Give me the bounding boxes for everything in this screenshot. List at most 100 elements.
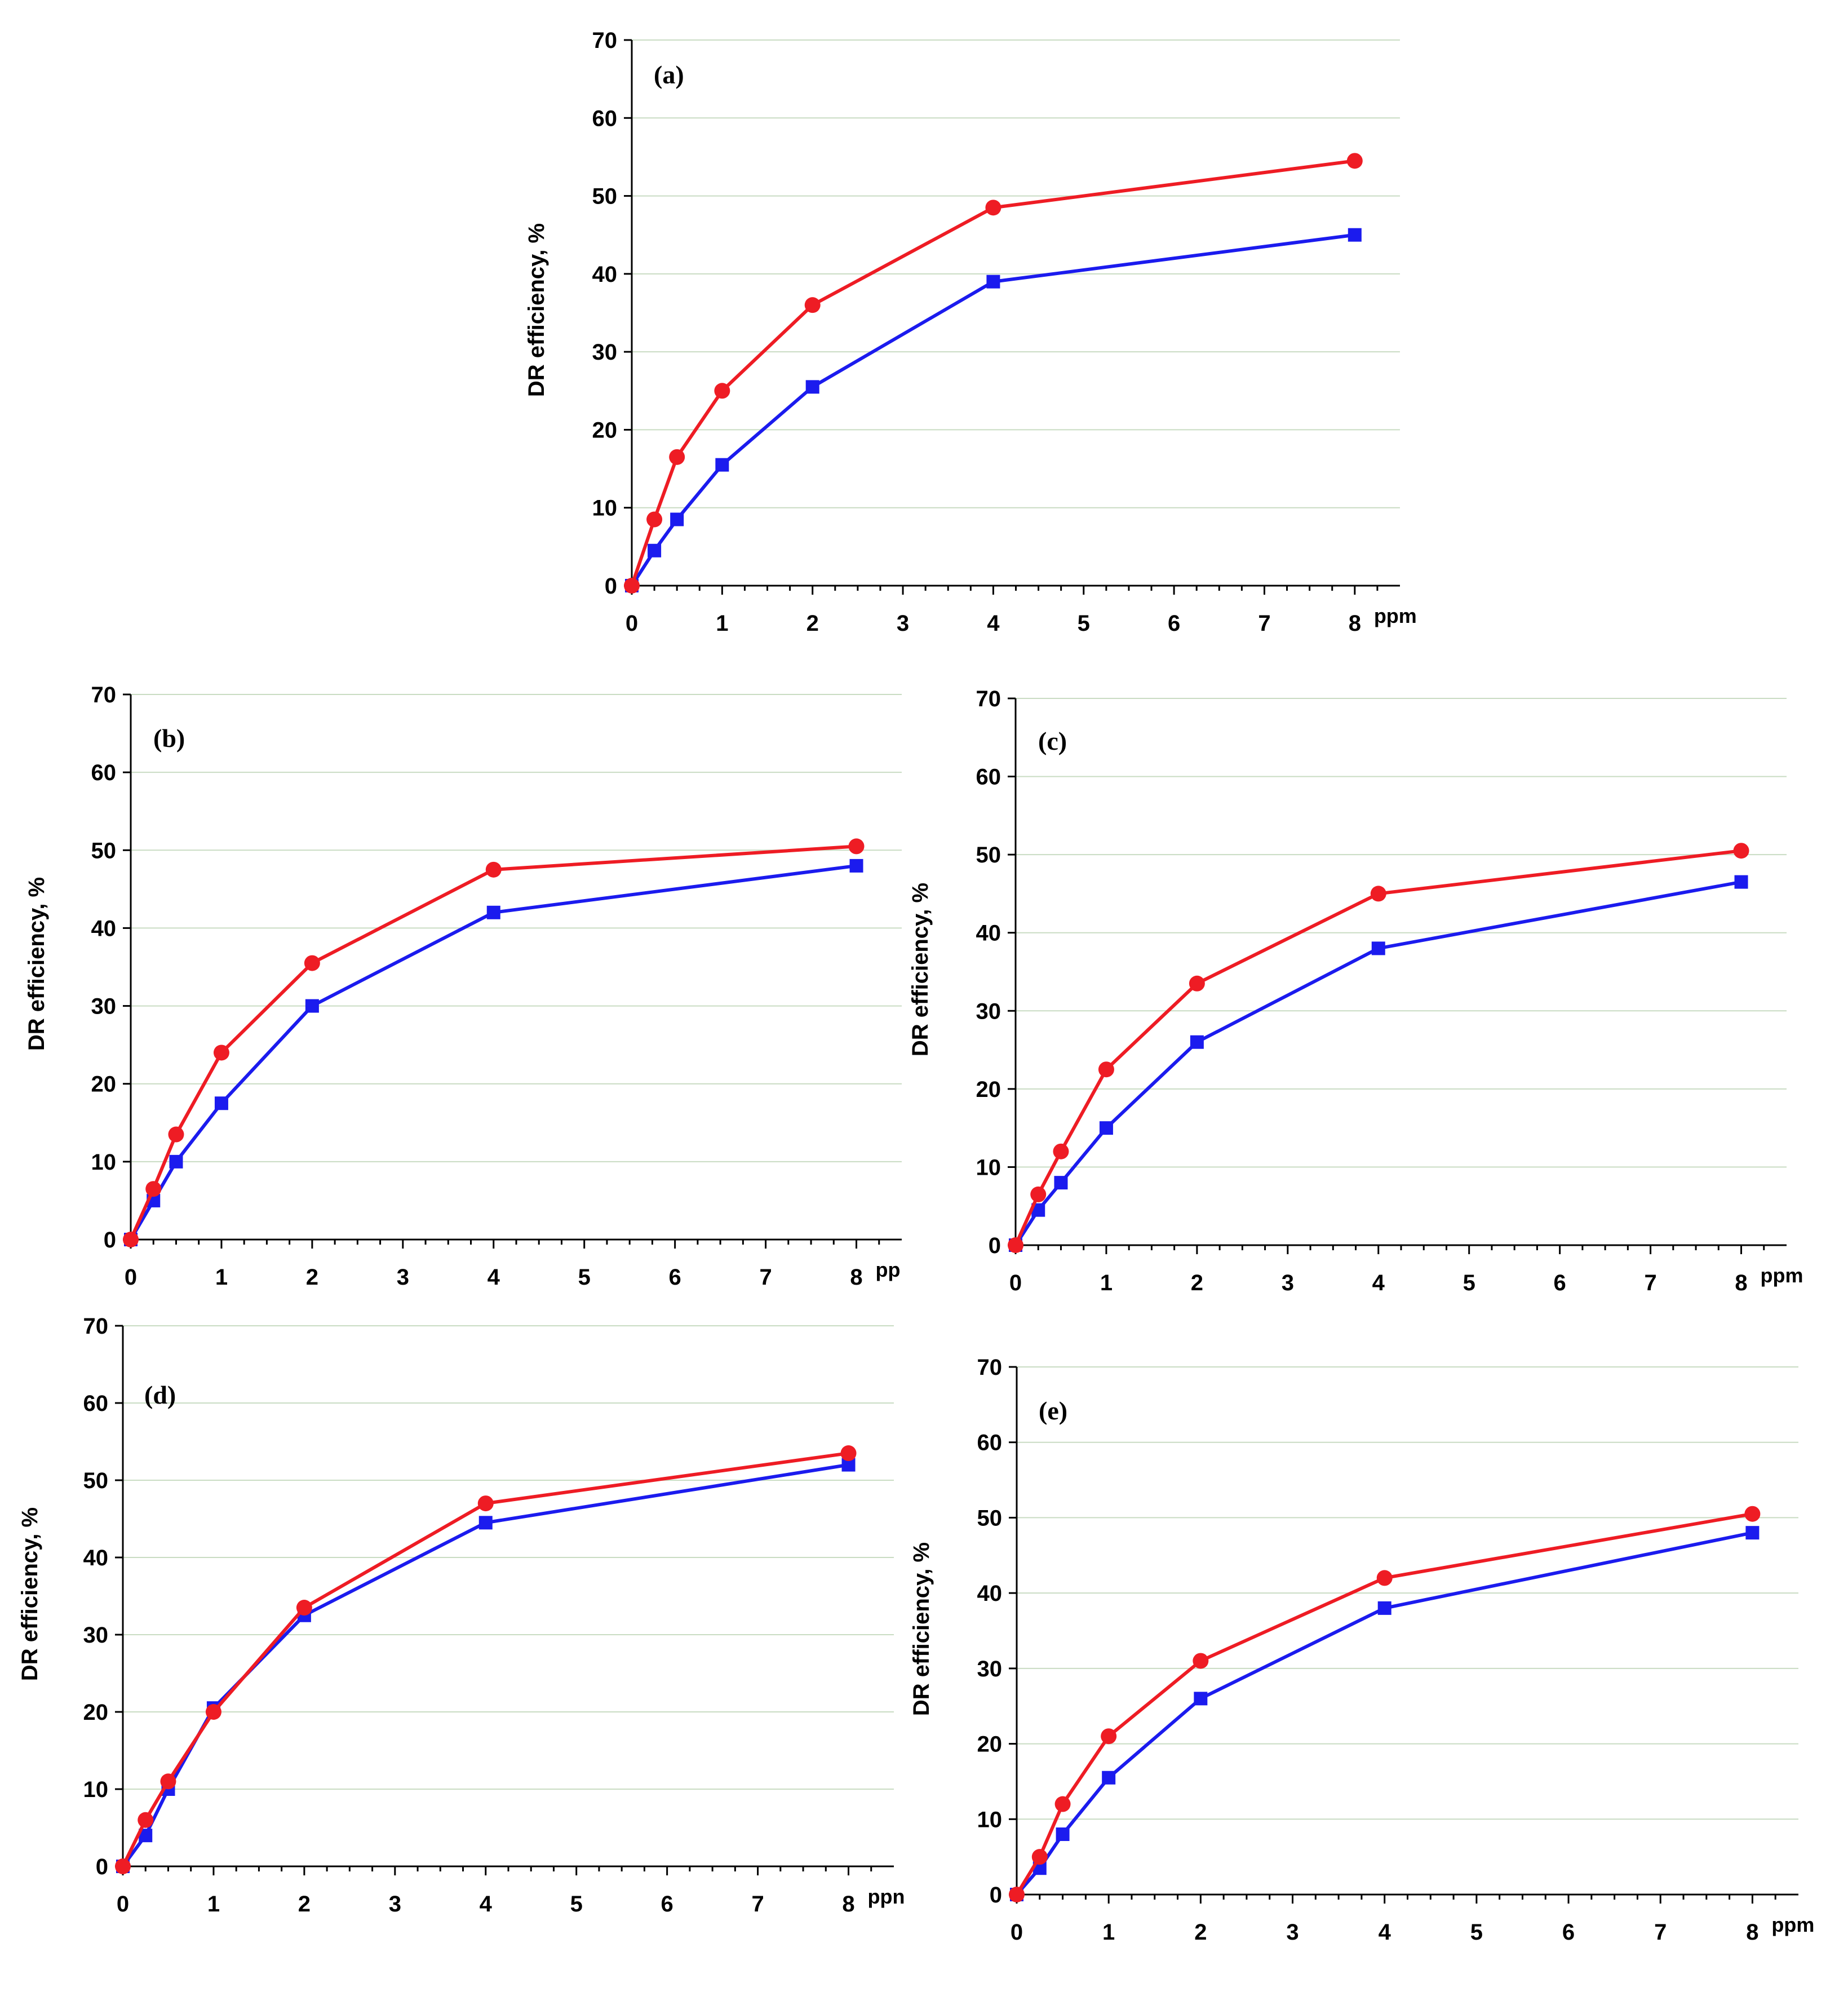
series-blue: [124, 858, 863, 1246]
y-axis-title: DR efficiency, %: [524, 223, 549, 397]
series-line-blue: [129, 864, 857, 1241]
chart-panel-5: 0 10 20 30 40 50 60 70 0 1 2 3 4 5 6 7 8 ppm DR efficiency…: [909, 1355, 1814, 1945]
data-point-red: [205, 1704, 221, 1720]
series-line-red: [121, 1451, 849, 1867]
y-tick-label: 30: [91, 994, 117, 1019]
y-tick-label: 30: [976, 999, 1001, 1024]
y-tick-label: 10: [977, 1807, 1003, 1832]
chart-panel-3: 0 10 20 30 40 50 60 70 0 1 2 3 4 5 6 7 8 ppm DR efficiency…: [908, 687, 1803, 1295]
data-point-blue: [1371, 941, 1385, 955]
y-tick-label: 20: [592, 418, 618, 442]
y-axis-title: DR efficiency, %: [908, 883, 933, 1056]
data-point-red: [848, 838, 865, 855]
x-tick-label: 5: [570, 1892, 583, 1917]
y-tick-label: 50: [592, 184, 618, 209]
x-tick-label: 0: [1009, 1271, 1022, 1295]
y-tick-label: 60: [91, 760, 117, 785]
data-point-red: [1030, 1186, 1047, 1202]
x-tick-label: 4: [1379, 1920, 1391, 1945]
y-axis-title: DR efficiency, %: [909, 1542, 934, 1716]
y-tick-label: 50: [91, 838, 117, 863]
panel-label: (d): [144, 1380, 176, 1409]
x-unit-label: ppm: [1761, 1264, 1803, 1287]
data-point-blue: [1056, 1827, 1070, 1842]
x-tick-label: 0: [626, 611, 638, 636]
y-tick-label: 10: [91, 1150, 117, 1175]
y-tick-label: 10: [592, 496, 618, 521]
data-point-red: [1008, 1237, 1023, 1253]
y-tick-label: 20: [91, 1072, 117, 1097]
series-red: [115, 1445, 857, 1874]
series-blue: [1009, 875, 1748, 1252]
x-unit-label: ppm: [1771, 1913, 1814, 1936]
data-point-blue: [169, 1154, 183, 1169]
x-tick-label: 6: [669, 1265, 681, 1290]
y-tick-label: 40: [976, 921, 1001, 946]
x-tick-label: 3: [897, 611, 909, 636]
x-tick-label: 0: [125, 1265, 137, 1290]
x-tick-label: 0: [1011, 1920, 1023, 1945]
x-tick-label: 8: [1735, 1271, 1747, 1295]
y-tick-label: 20: [976, 1077, 1001, 1102]
y-tick-label: 0: [104, 1228, 116, 1253]
data-point-blue: [1745, 1526, 1760, 1540]
chart-panel-1: 0 10 20 30 40 50 60 70 0 1 2 3 4 5 6 7 8 ppm DR efficiency…: [524, 28, 1417, 636]
data-point-red: [1189, 975, 1205, 992]
data-point-red: [485, 861, 502, 878]
data-point-blue: [805, 380, 819, 394]
data-point-blue: [1348, 228, 1362, 242]
x-tick-label: 7: [759, 1265, 772, 1290]
series-blue: [625, 228, 1362, 592]
data-point-red: [624, 578, 640, 594]
data-point-red: [1101, 1728, 1117, 1745]
x-tick-label: 4: [480, 1892, 493, 1917]
data-point-red: [1346, 153, 1363, 169]
data-point-blue: [478, 1516, 493, 1530]
y-tick-label: 30: [83, 1623, 109, 1648]
y-tick-label: 50: [977, 1506, 1003, 1530]
data-point-red: [296, 1600, 312, 1616]
x-tick-label: 7: [1258, 611, 1270, 636]
y-tick-label: 30: [592, 340, 618, 365]
y-axis-title: DR efficiency, %: [17, 1507, 42, 1681]
x-tick-label: 5: [578, 1265, 591, 1290]
series-line-red: [129, 844, 857, 1241]
y-tick-label: 50: [976, 843, 1001, 868]
data-point-blue: [1194, 1692, 1208, 1706]
data-point-red: [804, 297, 821, 313]
data-point-red: [477, 1495, 494, 1512]
y-tick-label: 60: [976, 765, 1001, 790]
x-tick-label: 2: [306, 1265, 318, 1290]
data-point-red: [1009, 1887, 1025, 1902]
series-line-red: [630, 159, 1355, 586]
y-tick-label: 40: [977, 1581, 1003, 1606]
x-tick-label: 3: [1286, 1920, 1299, 1945]
x-tick-label: 6: [1562, 1920, 1575, 1945]
y-tick-label: 50: [83, 1468, 109, 1493]
y-tick-label: 70: [592, 28, 618, 53]
y-tick-label: 70: [977, 1355, 1003, 1380]
y-tick-label: 20: [83, 1700, 109, 1725]
x-tick-label: 2: [298, 1892, 311, 1917]
x-tick-label: 2: [806, 611, 819, 636]
data-point-blue: [1377, 1601, 1391, 1615]
y-tick-label: 60: [592, 106, 618, 131]
y-tick-label: 10: [976, 1155, 1001, 1180]
x-tick-label: 3: [1282, 1271, 1294, 1295]
y-tick-label: 20: [977, 1732, 1003, 1757]
x-tick-label: 3: [397, 1265, 409, 1290]
x-tick-label: 1: [716, 611, 728, 636]
data-point-red: [145, 1181, 162, 1197]
data-point-blue: [1099, 1121, 1113, 1135]
data-point-red: [213, 1045, 229, 1061]
data-point-red: [123, 1232, 139, 1247]
x-unit-label: ppn: [868, 1885, 905, 1908]
data-point-red: [840, 1445, 857, 1462]
x-tick-label: 1: [207, 1892, 220, 1917]
y-tick-label: 10: [83, 1777, 109, 1802]
y-tick-label: 70: [83, 1314, 109, 1339]
y-tick-label: 0: [989, 1233, 1001, 1258]
x-unit-label: ppm: [1374, 604, 1417, 627]
x-tick-label: 6: [1554, 1271, 1566, 1295]
data-point-blue: [305, 999, 319, 1013]
